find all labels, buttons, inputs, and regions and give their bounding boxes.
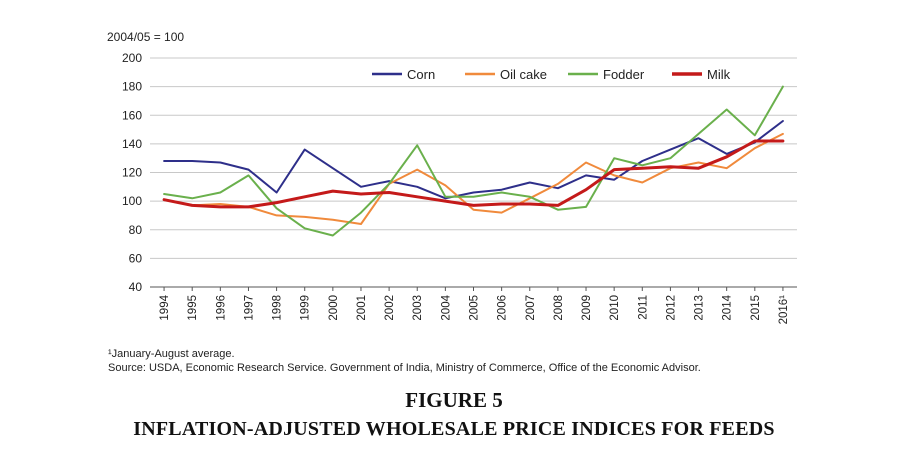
x-tick-label: 1999 [300, 295, 312, 321]
series-line-oil-cake [163, 132, 784, 225]
x-tick-label: 2011 [637, 295, 649, 320]
x-tick-label: 2014 [722, 294, 734, 320]
y-tick-label: 140 [122, 137, 142, 151]
x-tick-label: 2006 [497, 295, 509, 321]
x-tick-label: 2013 [694, 295, 706, 321]
y-tick-label: 180 [122, 80, 142, 94]
figure-title: INFLATION-ADJUSTED WHOLESALE PRICE INDIC… [133, 418, 775, 440]
x-tick-label: 1998 [272, 295, 284, 321]
x-tick-label: 2002 [384, 295, 396, 321]
x-tick-label: 2008 [553, 295, 565, 321]
x-tick-label: 2012 [665, 295, 677, 321]
y-tick-label: 80 [129, 223, 143, 237]
x-tick-label: 2001 [356, 295, 368, 321]
x-tick-labels: 1994 1995 1996 1997 1998 1999 2000 2001 2002 2003… [159, 287, 790, 324]
x-tick-label: 2005 [469, 295, 481, 321]
y-tick-label: 40 [129, 280, 143, 294]
source-note: Source: USDA, Economic Research Service.… [108, 362, 701, 374]
x-tick-label: 1997 [243, 295, 255, 321]
x-tick-label: 2016¹ [778, 295, 790, 325]
x-tick-label: 2015 [750, 295, 762, 321]
x-tick-label: 2009 [581, 295, 593, 321]
series-line-fodder [163, 85, 784, 237]
x-tick-label: 1995 [187, 295, 199, 321]
y-tick-label: 160 [122, 108, 142, 122]
y-tick-label: 60 [129, 251, 143, 265]
legend-label: Fodder [603, 67, 645, 82]
y-tick-labels: 40 60 80 100 120 140 160 180 200 [122, 51, 142, 294]
figure-label: FIGURE 5 [405, 388, 503, 412]
legend-label: Milk [707, 67, 731, 82]
x-tick-label: 1996 [215, 295, 227, 321]
footnote: ¹January-August average. [108, 348, 235, 360]
y-tick-label: 120 [122, 166, 142, 180]
legend-label: Oil cake [500, 67, 547, 82]
x-tick-label: 1994 [159, 294, 171, 320]
x-tick-label: 2003 [412, 295, 424, 321]
x-tick-label: 2004 [440, 294, 452, 320]
x-tick-label: 2007 [525, 295, 537, 321]
legend-label: Corn [407, 67, 435, 82]
x-tick-label: 2010 [609, 295, 621, 321]
y-tick-label: 100 [122, 194, 142, 208]
legend: Corn Oil cake Fodder Milk [372, 67, 731, 82]
series-lines [162, 85, 785, 237]
series-line-milk [162, 139, 785, 209]
y-tick-label: 200 [122, 51, 142, 65]
x-tick-label: 2000 [328, 295, 340, 321]
grid-lines [150, 57, 797, 288]
series-line-corn [163, 120, 784, 200]
y-axis-label: 2004/05 = 100 [107, 30, 185, 44]
